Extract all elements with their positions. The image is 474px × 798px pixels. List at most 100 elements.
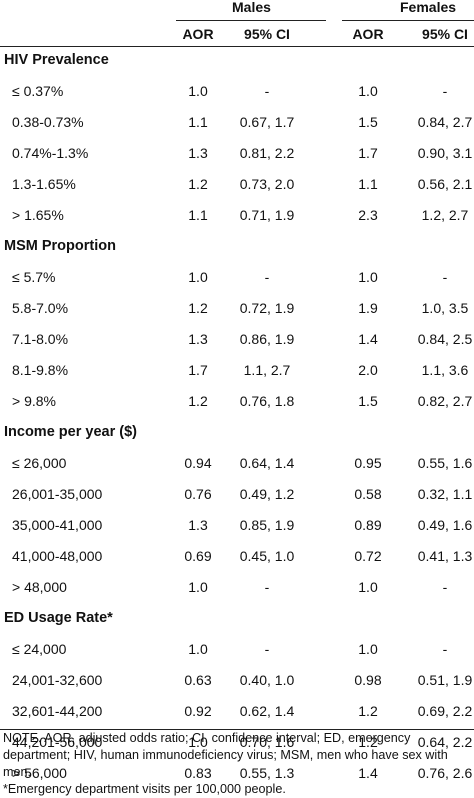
row-label: ≤ 26,000 (12, 454, 67, 471)
row-label: > 56,000 (12, 764, 67, 781)
males-aor-cell: 1.2 (188, 299, 208, 316)
table-row: ≤ 0.37% 1.0 - 1.0 - (0, 75, 474, 106)
females-aor-cell: 0.72 (354, 547, 382, 564)
males-aor-cell: 1.3 (188, 516, 208, 533)
females-aor-cell: 1.7 (358, 144, 378, 161)
bottom-rule (0, 729, 474, 730)
females-aor-cell: 1.1 (358, 175, 378, 192)
row-label: 35,000-41,000 (12, 516, 103, 533)
females-ci-cell: 0.41, 1.3 (417, 547, 473, 564)
males-ci-cell: 0.45, 1.0 (239, 547, 295, 564)
row-label: 26,001-35,000 (12, 485, 103, 502)
row-label: > 1.65% (12, 206, 64, 223)
row-label: 24,001-32,600 (12, 671, 103, 688)
females-ci-cell: 0.32, 1.1 (417, 485, 473, 502)
males-ci-cell: 0.40, 1.0 (239, 671, 295, 688)
section-title: Income per year ($) (4, 423, 137, 440)
males-ci-cell: 0.70, 1.6 (239, 733, 295, 750)
males-group-header: Males (232, 0, 271, 15)
row-label: > 48,000 (12, 578, 67, 595)
males-aor-cell: 1.2 (188, 175, 208, 192)
males-aor-cell: 0.63 (184, 671, 212, 688)
table-row: 32,601-44,200 0.92 0.62, 1.4 1.2 0.69, 2.2 (0, 695, 474, 726)
females-aor-header: AOR (352, 25, 384, 42)
row-label: 1.3-1.65% (12, 175, 76, 192)
females-aor-cell: 1.5 (358, 392, 378, 409)
section-header-row: MSM Proportion (0, 230, 474, 261)
males-ci-cell: 0.86, 1.9 (239, 330, 295, 347)
males-ci-cell: 0.76, 1.8 (239, 392, 295, 409)
females-aor-cell: 1.0 (358, 578, 378, 595)
females-group-rule (342, 20, 474, 21)
table-row: 41,000-48,000 0.69 0.45, 1.0 0.72 0.41, 1.3 (0, 540, 474, 571)
females-ci-cell: 0.90, 3.1 (417, 144, 473, 161)
females-aor-cell: 1.0 (358, 82, 378, 99)
males-aor-cell: 1.2 (188, 392, 208, 409)
females-ci-cell: - (442, 268, 448, 285)
males-ci-cell: 0.72, 1.9 (239, 299, 295, 316)
males-ci-cell: 0.49, 1.2 (239, 485, 295, 502)
females-ci-cell: 0.76, 2.6 (417, 764, 473, 781)
females-ci-cell: 0.56, 2.1 (417, 175, 473, 192)
males-ci-cell: 0.64, 1.4 (239, 454, 295, 471)
table-row: 35,000-41,000 1.3 0.85, 1.9 0.89 0.49, 1.6 (0, 509, 474, 540)
females-aor-cell: 1.9 (358, 299, 378, 316)
males-ci-cell: 0.62, 1.4 (239, 702, 295, 719)
males-ci-cell: 0.71, 1.9 (239, 206, 295, 223)
females-group-header: Females (400, 0, 457, 15)
header-rule (0, 46, 474, 47)
section-header-row: Income per year ($) (0, 416, 474, 447)
males-aor-cell: 1.1 (188, 206, 208, 223)
males-group-rule (176, 20, 326, 21)
table-row: > 1.65% 1.1 0.71, 1.9 2.3 1.2, 2.7 (0, 199, 474, 230)
table-row: 0.38-0.73% 1.1 0.67, 1.7 1.5 0.84, 2.7 (0, 106, 474, 137)
males-aor-cell: 1.3 (188, 330, 208, 347)
females-ci-cell: 0.49, 1.6 (417, 516, 473, 533)
females-aor-cell: 1.0 (358, 640, 378, 657)
table-row: > 9.8% 1.2 0.76, 1.8 1.5 0.82, 2.7 (0, 385, 474, 416)
table-row: 1.3-1.65% 1.2 0.73, 2.0 1.1 0.56, 2.1 (0, 168, 474, 199)
section-header-row: ED Usage Rate* (0, 602, 474, 633)
females-ci-cell: 0.51, 1.9 (417, 671, 473, 688)
row-label: ≤ 5.7% (12, 268, 56, 285)
footnote-text: *Emergency department visits per 100,000… (3, 782, 286, 796)
males-aor-cell: 1.3 (188, 144, 208, 161)
row-label: ≤ 24,000 (12, 640, 67, 657)
row-label: ≤ 0.37% (12, 82, 64, 99)
males-aor-cell: 1.0 (188, 640, 208, 657)
females-ci-cell: 0.55, 1.6 (417, 454, 473, 471)
females-aor-cell: 1.4 (358, 764, 378, 781)
table-row: ≤ 5.7% 1.0 - 1.0 - (0, 261, 474, 292)
row-label: 41,000-48,000 (12, 547, 103, 564)
males-aor-cell: 0.69 (184, 547, 212, 564)
row-label: 0.74%-1.3% (12, 144, 89, 161)
males-ci-cell: - (264, 82, 270, 99)
males-aor-cell: 0.92 (184, 702, 212, 719)
females-aor-cell: 1.4 (358, 330, 378, 347)
section-header-row: HIV Prevalence (0, 44, 474, 75)
group-header-row: Males Females (0, 0, 474, 22)
females-ci-cell: - (442, 82, 448, 99)
males-ci-cell: - (264, 268, 270, 285)
females-ci-cell: 1.2, 2.7 (421, 206, 469, 223)
females-ci-cell: 0.69, 2.2 (417, 702, 473, 719)
table-notes: NOTE. AOR, adjusted odds ratio; CI, conf… (3, 730, 471, 798)
table-row: ≤ 26,000 0.94 0.64, 1.4 0.95 0.55, 1.6 (0, 447, 474, 478)
females-ci-cell: 1.1, 3.6 (421, 361, 469, 378)
row-label: 7.1-8.0% (12, 330, 69, 347)
males-ci-cell: 0.67, 1.7 (239, 113, 295, 130)
table-row: 5.8-7.0% 1.2 0.72, 1.9 1.9 1.0, 3.5 (0, 292, 474, 323)
females-aor-cell: 2.0 (358, 361, 378, 378)
table-row: > 48,000 1.0 - 1.0 - (0, 571, 474, 602)
table-row: 26,001-35,000 0.76 0.49, 1.2 0.58 0.32, 1.1 (0, 478, 474, 509)
males-ci-cell: 1.1, 2.7 (243, 361, 291, 378)
females-aor-cell: 1.2 (358, 733, 378, 750)
column-header-row: AOR 95% CI AOR 95% CI (0, 18, 474, 49)
males-aor-cell: 1.0 (188, 733, 208, 750)
females-aor-cell: 0.89 (354, 516, 382, 533)
section-title: HIV Prevalence (4, 51, 109, 68)
males-ci-cell: 0.73, 2.0 (239, 175, 295, 192)
males-aor-cell: 1.0 (188, 82, 208, 99)
males-aor-cell: 0.83 (184, 764, 212, 781)
